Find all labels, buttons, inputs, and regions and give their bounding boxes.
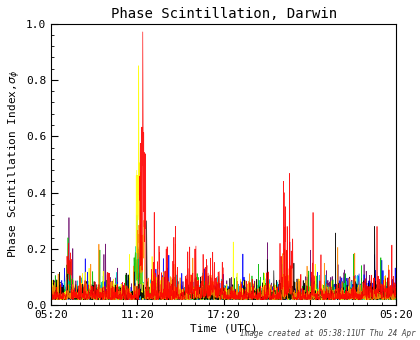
Title: Phase Scintillation, Darwin: Phase Scintillation, Darwin <box>110 7 337 21</box>
X-axis label: Time (UTC): Time (UTC) <box>190 323 257 333</box>
Y-axis label: Phase Scintillation Index,$\sigma_{\phi}$: Phase Scintillation Index,$\sigma_{\phi}… <box>7 70 24 258</box>
Text: Image created at 05:38:11UT Thu 24 Apr: Image created at 05:38:11UT Thu 24 Apr <box>240 329 416 338</box>
